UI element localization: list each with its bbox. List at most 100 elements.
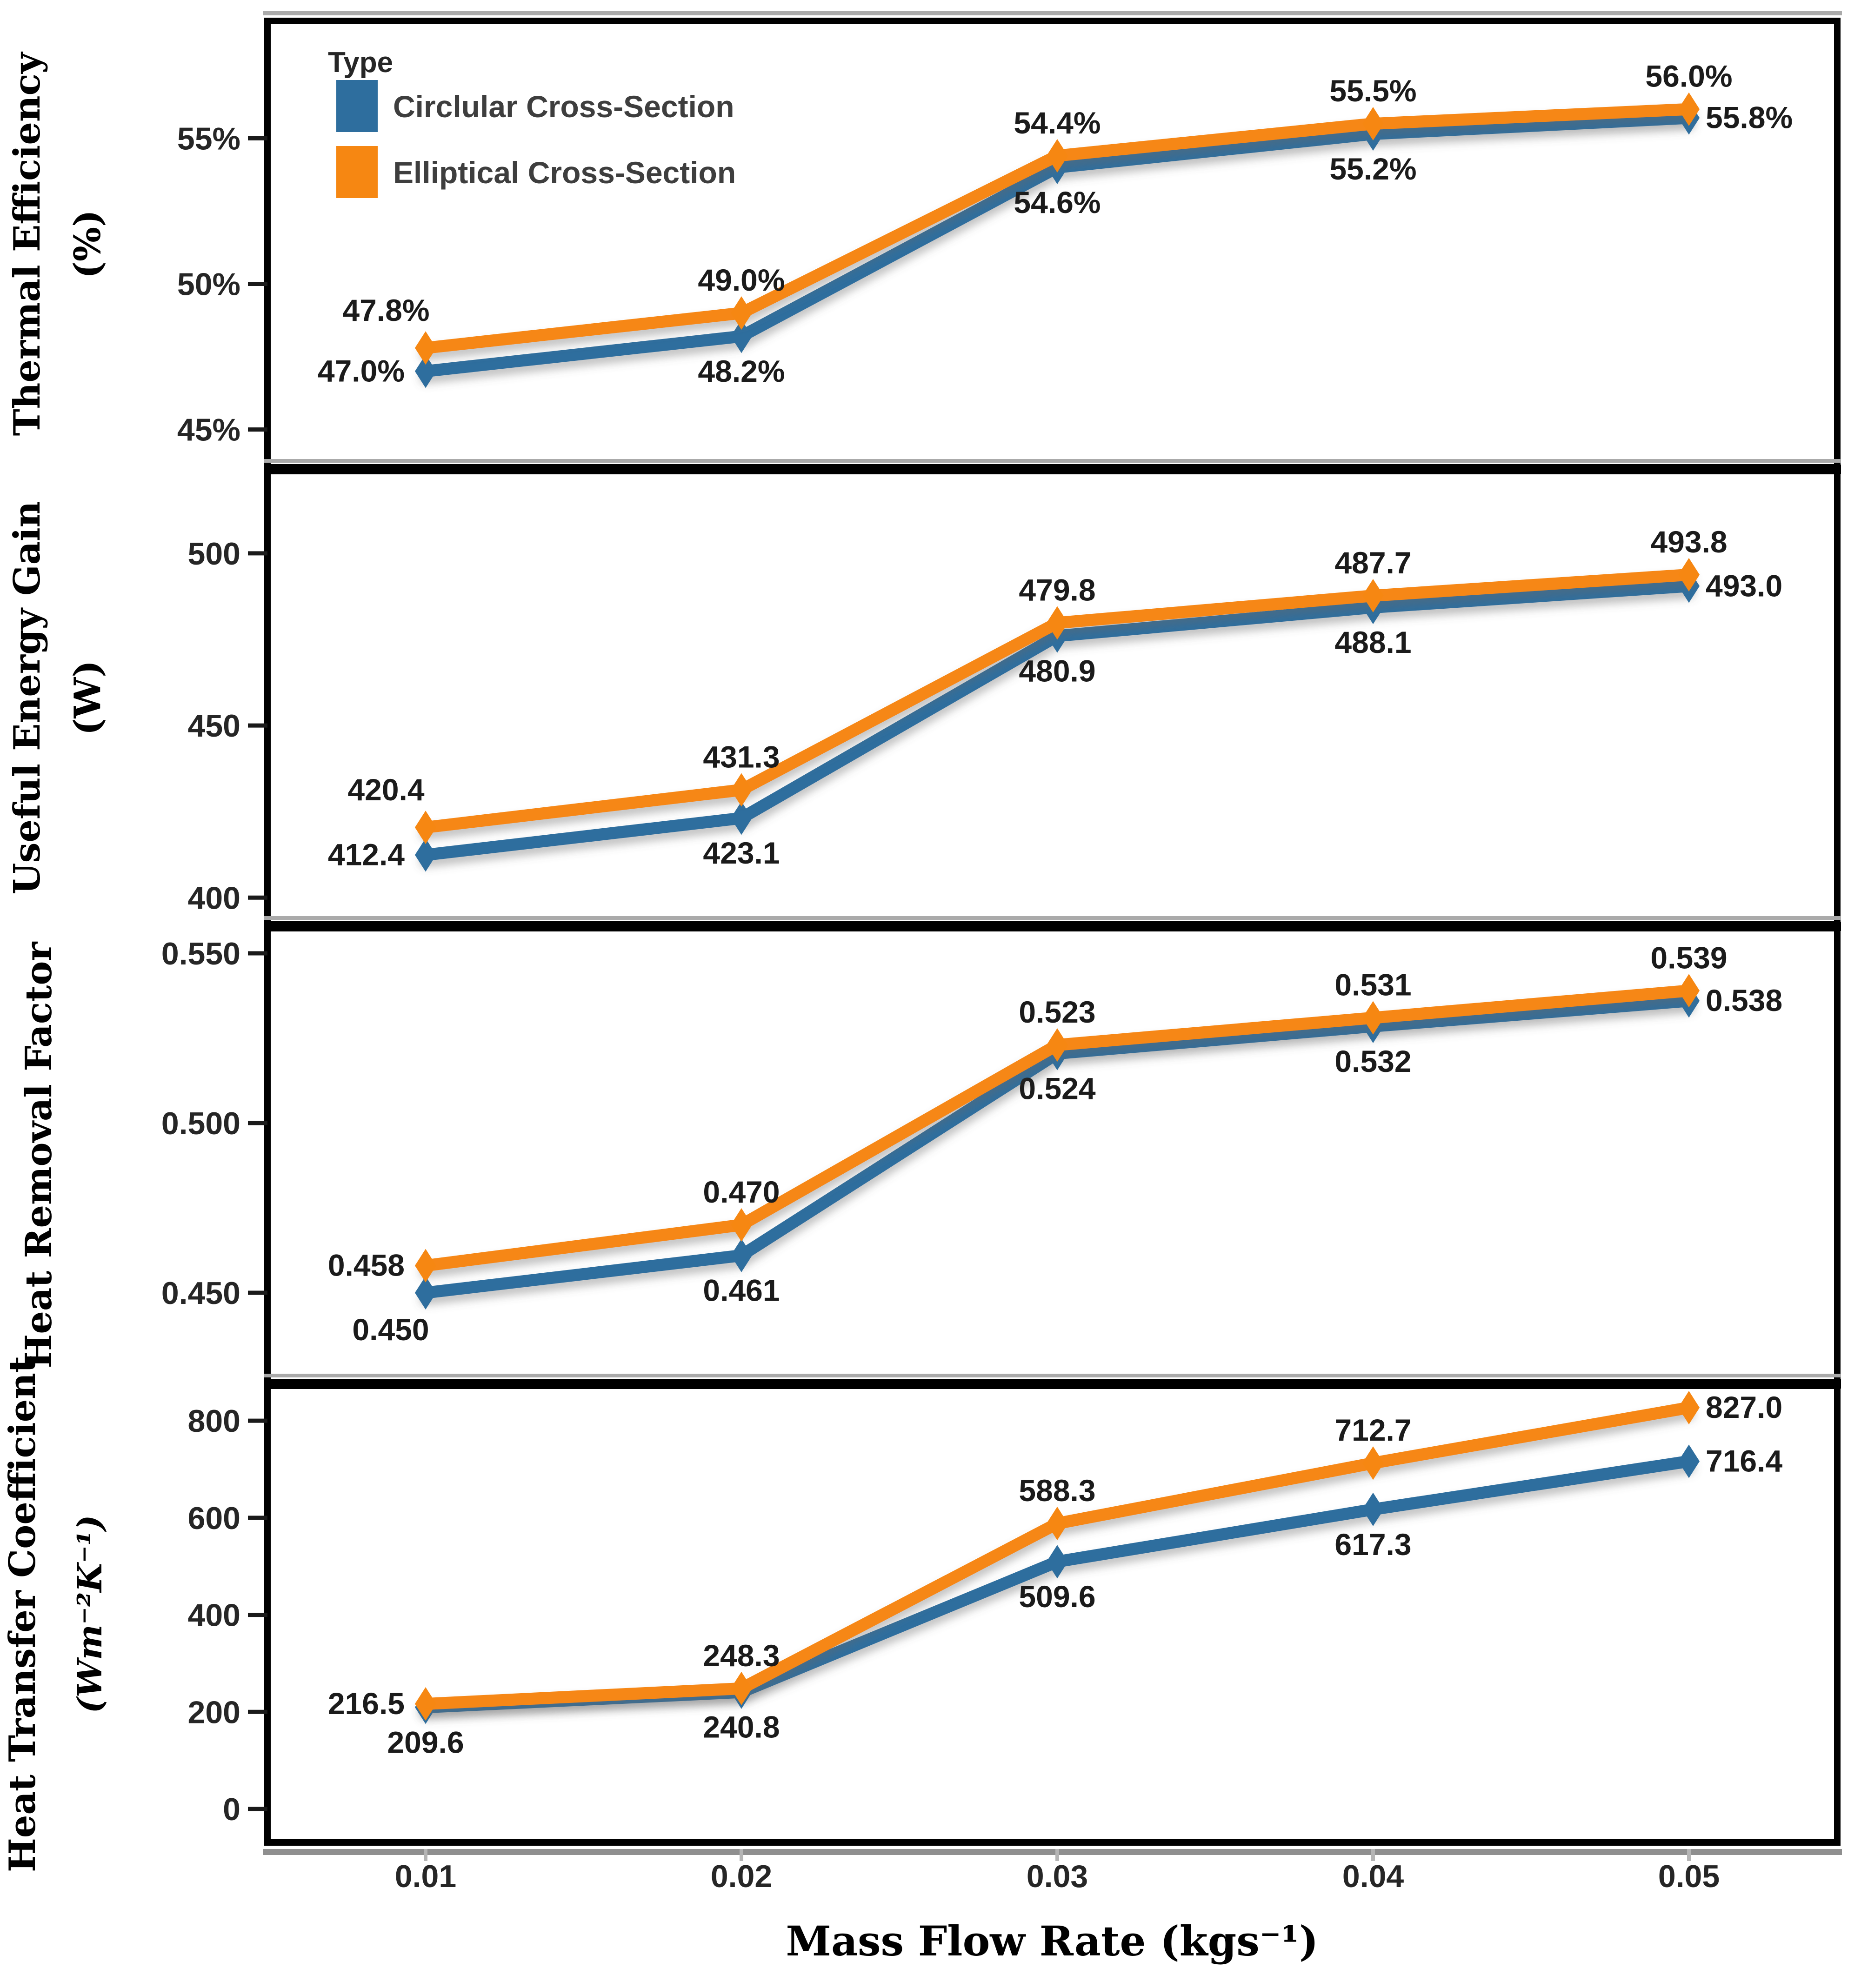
panel-frame-1 — [264, 468, 1841, 928]
data-label: 716.4 — [1706, 1443, 1782, 1478]
data-label: 0.461 — [703, 1273, 780, 1308]
data-point-marker — [731, 801, 752, 835]
data-point-marker — [731, 1208, 752, 1242]
data-point-marker — [1047, 139, 1068, 173]
data-point-marker — [1362, 1492, 1384, 1526]
y-axis-title: Heat Transfer Coefficient — [1, 1356, 44, 1872]
data-point-marker — [1678, 558, 1700, 592]
x-axis-title: Mass Flow Rate (kgs⁻¹) — [786, 1917, 1319, 1965]
data-label: 588.3 — [1019, 1473, 1095, 1508]
data-label: 420.4 — [347, 772, 424, 807]
panel-frame-0 — [264, 18, 1841, 471]
data-label: 493.8 — [1650, 525, 1727, 559]
data-label: 55.5% — [1329, 73, 1416, 108]
data-label: 209.6 — [387, 1725, 464, 1759]
y-tick-label: 500 — [188, 536, 240, 572]
legend-swatch-elliptical — [336, 146, 378, 198]
data-label: 216.5 — [328, 1686, 405, 1721]
y-tick-label: 450 — [188, 708, 240, 744]
data-point-marker — [1678, 92, 1700, 126]
data-label: 49.0% — [698, 263, 785, 297]
panel-divider-shadow — [264, 916, 1841, 920]
data-label: 617.3 — [1334, 1527, 1411, 1562]
data-point-marker — [415, 1249, 436, 1283]
y-axis-title: Heat Removal Factor — [18, 942, 60, 1369]
data-point-marker — [1362, 1446, 1384, 1480]
data-point-marker — [415, 838, 436, 872]
data-label: 712.7 — [1334, 1413, 1411, 1447]
data-point-marker — [1047, 606, 1068, 640]
data-label: 487.7 — [1334, 545, 1411, 580]
panel-divider — [264, 465, 1841, 474]
data-point-marker — [1362, 1001, 1384, 1035]
data-label: 0.538 — [1706, 983, 1782, 1017]
data-point-marker — [1047, 1507, 1068, 1541]
data-point-marker — [1678, 974, 1700, 1008]
y-tick-label: 55% — [177, 121, 240, 156]
frame-top-shadow — [263, 11, 1842, 15]
data-label: 827.0 — [1706, 1390, 1782, 1424]
x-tick-label: 0.02 — [711, 1859, 772, 1894]
y-axis-title: Useful Energy Gain — [6, 501, 48, 894]
data-label: 0.539 — [1650, 940, 1727, 975]
data-label: 47.0% — [318, 353, 405, 388]
y-tick-label: 600 — [188, 1501, 240, 1536]
data-label: 48.2% — [698, 354, 785, 388]
panel-frame-3 — [264, 1383, 1841, 1846]
x-tick-label: 0.03 — [1027, 1859, 1088, 1894]
data-label: 0.523 — [1019, 995, 1095, 1029]
data-point-marker — [1047, 1545, 1068, 1579]
data-point-marker — [1362, 107, 1384, 141]
data-point-marker — [415, 331, 436, 365]
panel-divider-shadow — [264, 459, 1841, 463]
panel-divider — [264, 922, 1841, 931]
data-label: 0.458 — [328, 1248, 405, 1283]
legend-swatch-circular — [336, 80, 378, 132]
y-tick-label: 200 — [188, 1695, 240, 1730]
y-axis-title: (Wm⁻²K⁻¹) — [70, 1515, 109, 1714]
data-label: 54.4% — [1014, 106, 1101, 140]
data-label: 0.470 — [703, 1175, 780, 1209]
frame-bottom-shadow — [263, 1849, 1842, 1855]
data-point-marker — [1678, 1444, 1700, 1478]
data-point-marker — [1047, 1028, 1068, 1062]
data-point-marker — [731, 1238, 752, 1272]
data-label: 54.6% — [1014, 185, 1101, 219]
data-label: 480.9 — [1019, 654, 1095, 688]
data-point-marker — [415, 1687, 436, 1721]
data-label: 47.8% — [342, 293, 429, 327]
panel-divider-shadow — [264, 1374, 1841, 1377]
data-point-marker — [731, 319, 752, 353]
data-label: 0.524 — [1019, 1071, 1095, 1105]
data-point-marker — [731, 1671, 752, 1705]
data-label: 248.3 — [703, 1638, 780, 1673]
data-label: 412.4 — [328, 837, 405, 871]
data-point-marker — [415, 1276, 436, 1310]
data-label: 479.8 — [1019, 572, 1095, 607]
y-tick-label: 0.450 — [161, 1276, 240, 1311]
y-axis-title: (%) — [67, 210, 109, 279]
chart-render-root: 45% 50% 55% 47.0% 48.2% 54.6% 55.2% 55.8% 47.8% 4… — [1, 11, 1842, 1965]
y-tick-label: 0 — [223, 1792, 240, 1827]
data-label: 423.1 — [703, 836, 780, 870]
data-point-marker — [1678, 1390, 1700, 1424]
y-tick-label: 400 — [188, 1598, 240, 1633]
data-label: 55.2% — [1329, 152, 1416, 186]
y-axis-title: Thermal Efficiency — [6, 51, 48, 436]
data-label: 431.3 — [703, 740, 780, 774]
legend-label: Circlular Cross-Section — [393, 89, 734, 124]
data-label: 240.8 — [703, 1710, 780, 1744]
panel-divider — [264, 1379, 1841, 1389]
y-tick-label: 0.500 — [161, 1106, 240, 1141]
data-label: 509.6 — [1019, 1579, 1095, 1614]
y-tick-label: 0.550 — [161, 936, 240, 971]
x-tick-label: 0.01 — [395, 1859, 456, 1894]
data-label: 0.532 — [1334, 1044, 1411, 1078]
legend-label: Elliptical Cross-Section — [393, 155, 736, 190]
data-label: 0.531 — [1334, 968, 1411, 1002]
x-tick-label: 0.04 — [1342, 1859, 1404, 1894]
data-point-marker — [731, 773, 752, 807]
legend-title: Type — [328, 47, 393, 79]
